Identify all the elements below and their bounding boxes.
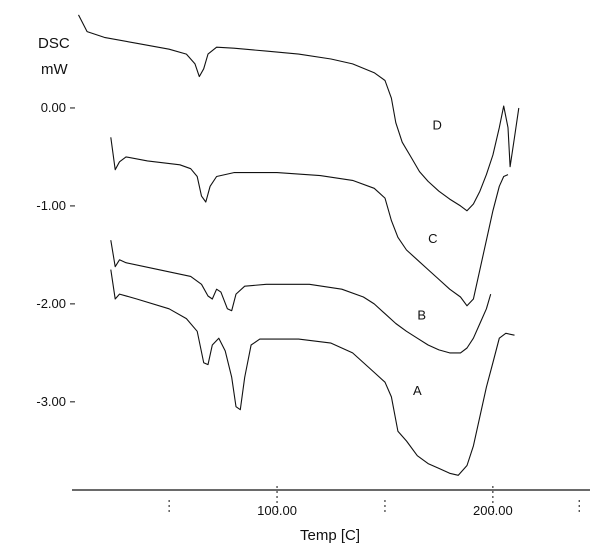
y-axis-label-line2: mW bbox=[41, 61, 68, 78]
curve-b bbox=[110, 240, 492, 354]
y-tick-label: 0.00 bbox=[41, 100, 66, 115]
y-tick-label: -3.00 bbox=[36, 394, 66, 409]
x-axis-ticks: 100.00 200.00 bbox=[168, 486, 580, 518]
curve-c bbox=[110, 137, 509, 307]
curve-d bbox=[78, 14, 520, 212]
curve-label-a: A bbox=[413, 383, 422, 398]
curve-label-d: D bbox=[432, 118, 441, 133]
y-axis-label-line1: DSC bbox=[38, 35, 70, 52]
y-tick-label: -2.00 bbox=[36, 296, 66, 311]
x-axis-label: Temp [C] bbox=[300, 527, 360, 544]
curve-label-b: B bbox=[417, 308, 426, 323]
x-tick-label: 200.00 bbox=[473, 503, 513, 518]
dsc-curves bbox=[78, 14, 520, 476]
y-tick-label: -1.00 bbox=[36, 198, 66, 213]
curve-a bbox=[110, 269, 515, 476]
curve-label-c: C bbox=[428, 231, 437, 246]
y-axis-ticks: 0.00 -1.00 -2.00 -3.00 bbox=[36, 100, 75, 409]
x-tick-label: 100.00 bbox=[257, 503, 297, 518]
curve-labels: D C B A bbox=[413, 118, 442, 398]
